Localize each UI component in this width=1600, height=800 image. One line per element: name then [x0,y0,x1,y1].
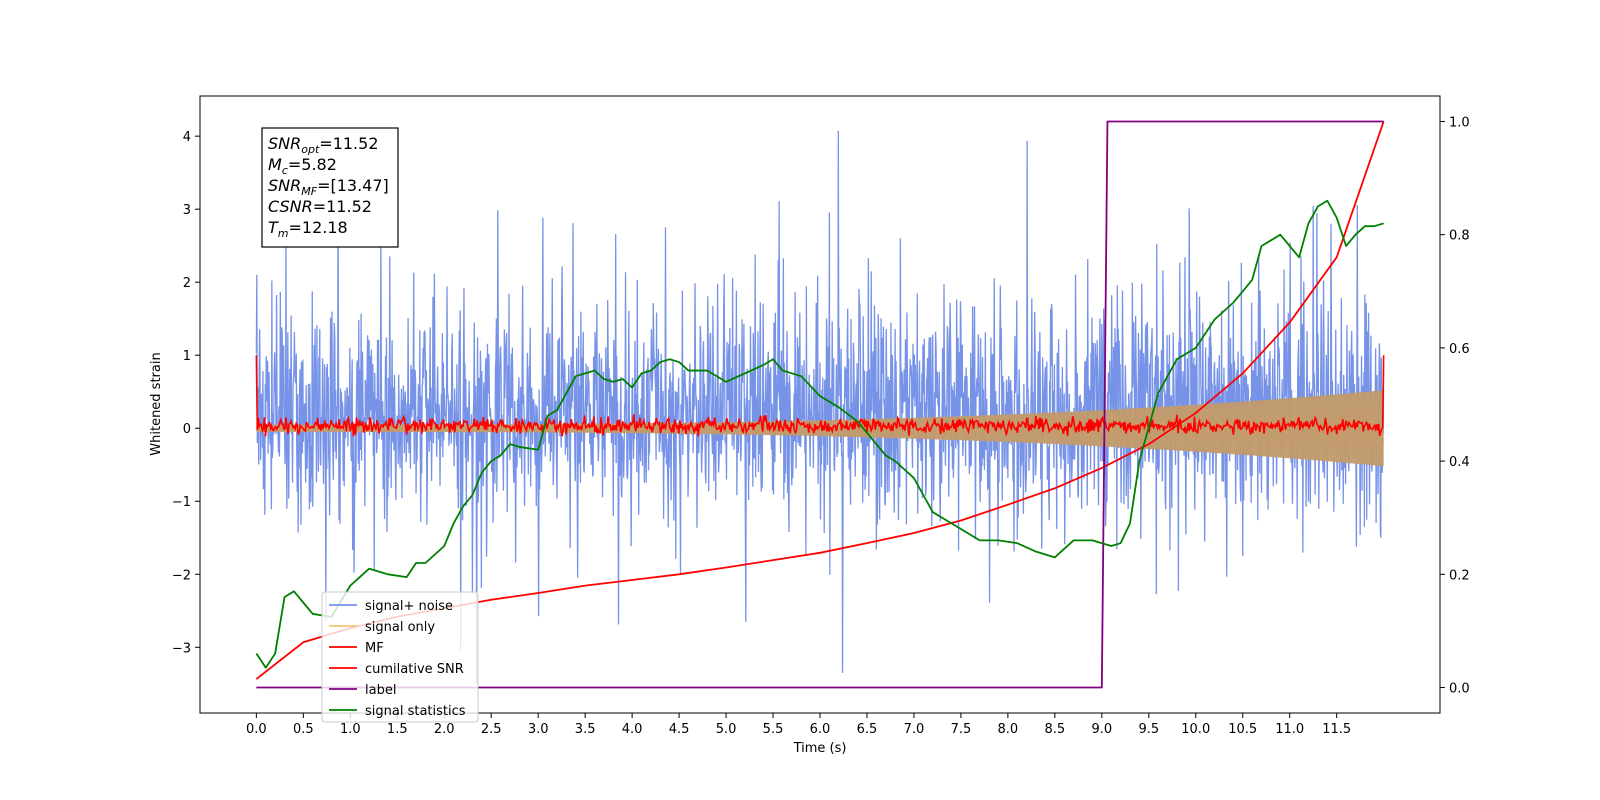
x-tick-label: 8.5 [1045,722,1066,737]
x-tick-label: 5.0 [716,722,737,737]
y-tick-label-right: 0.2 [1449,568,1470,583]
annotation-line: Tm=12.18 [268,218,348,240]
legend-frame [321,591,479,723]
x-tick-label: 0.0 [246,722,267,737]
x-tick-label: 11.0 [1275,722,1304,737]
x-tick-label: 4.5 [669,722,690,737]
legend-label: signal+ noise [365,599,453,614]
legend-label: label [365,683,396,698]
x-tick-label: 7.0 [904,722,925,737]
annotation-line: SNRMF=[13.47] [268,176,389,198]
y-tick-label-left: 0 [183,422,191,437]
y-tick-label-right: 0.8 [1449,229,1470,244]
y-axis-left: −3 −2 −1 0 1 2 3 4 [172,130,200,656]
annotation-symbol: T [268,218,279,237]
y-tick-label-right: 0.4 [1449,455,1470,470]
x-tick-label: 3.0 [528,722,549,737]
y-tick-label-left: −2 [172,568,191,583]
y-tick-label-left: 1 [183,349,191,364]
x-tick-label: 4.0 [622,722,643,737]
annotation-subscript: m [278,227,289,240]
legend-label: cumilative SNR [365,662,464,677]
y-axis-right: 0.0 0.2 0.4 0.6 0.8 1.0 [1440,115,1470,697]
x-tick-label: 2.0 [434,722,455,737]
x-tick-label: 5.5 [763,722,784,737]
annotation-symbol: SNR [268,176,301,195]
y-tick-label-left: 3 [183,203,191,218]
x-tick-label: 6.5 [857,722,878,737]
legend-label: signal statistics [365,704,466,719]
annotation-line: SNRopt=11.52 [268,134,379,156]
y-tick-label-left: −3 [172,641,191,656]
y-axis-label-left: Whitened strain [149,352,164,455]
annotation-symbol: M [268,155,282,174]
x-tick-label: 10.5 [1228,722,1257,737]
y-tick-label-right: 0.6 [1449,342,1470,357]
annotation-box: SNRopt=11.52Mc=5.82SNRMF=[13.47]CSNR=11.… [261,127,399,248]
x-tick-label: 9.5 [1138,722,1159,737]
x-tick-label: 0.5 [293,722,314,737]
y-tick-label-right: 1.0 [1449,115,1470,130]
annotation-value: =11.52 [319,134,378,153]
annotation-line: Mc=5.82 [268,155,337,177]
series-mf [255,355,1385,437]
annotation-frame [261,127,399,248]
annotation-subscript: opt [301,143,320,156]
x-tick-label: 7.5 [951,722,972,737]
legend-label: MF [365,641,384,656]
annotation-value: =5.82 [288,155,337,174]
series-signal-only-band [256,390,1384,467]
x-tick-label: 6.0 [810,722,831,737]
series-label [256,120,1384,689]
x-tick-label: 8.0 [998,722,1019,737]
x-tick-label: 11.5 [1322,722,1351,737]
annotation-value: =[13.47] [317,176,389,195]
annotation-symbol: CSNR [268,197,313,216]
annotation-subscript: c [282,164,288,177]
x-tick-label: 1.0 [340,722,361,737]
series-signal-statistics [255,199,1384,669]
y-tick-label-left: 4 [183,130,191,145]
annotation-subscript: MF [301,185,317,198]
legend: signal+ noise signal only MF cumilative SNR… [321,591,479,723]
plot-area [255,120,1385,689]
x-tick-label: 2.5 [481,722,502,737]
x-axis-label: Time (s) [793,741,847,756]
y-tick-label-left: 2 [183,276,191,291]
x-axis: 0.0 0.5 1.0 1.5 2.0 2.5 3.0 3.5 4.0 4.5 5.0 5.5 6.0 6… [246,713,1351,737]
x-tick-label: 1.5 [387,722,408,737]
legend-label: signal only [365,620,435,635]
x-tick-label: 10.0 [1181,722,1210,737]
x-tick-label: 9.0 [1091,722,1112,737]
x-tick-label: 3.5 [575,722,596,737]
annotation-symbol: SNR [268,134,301,153]
y-tick-label-right: 0.0 [1449,682,1470,697]
annotation-value: =11.52 [313,197,372,216]
annotation-value: =12.18 [289,218,348,237]
series-signal-noise [255,130,1385,684]
y-tick-label-left: −1 [172,495,191,510]
annotation-line: CSNR=11.52 [268,197,372,216]
